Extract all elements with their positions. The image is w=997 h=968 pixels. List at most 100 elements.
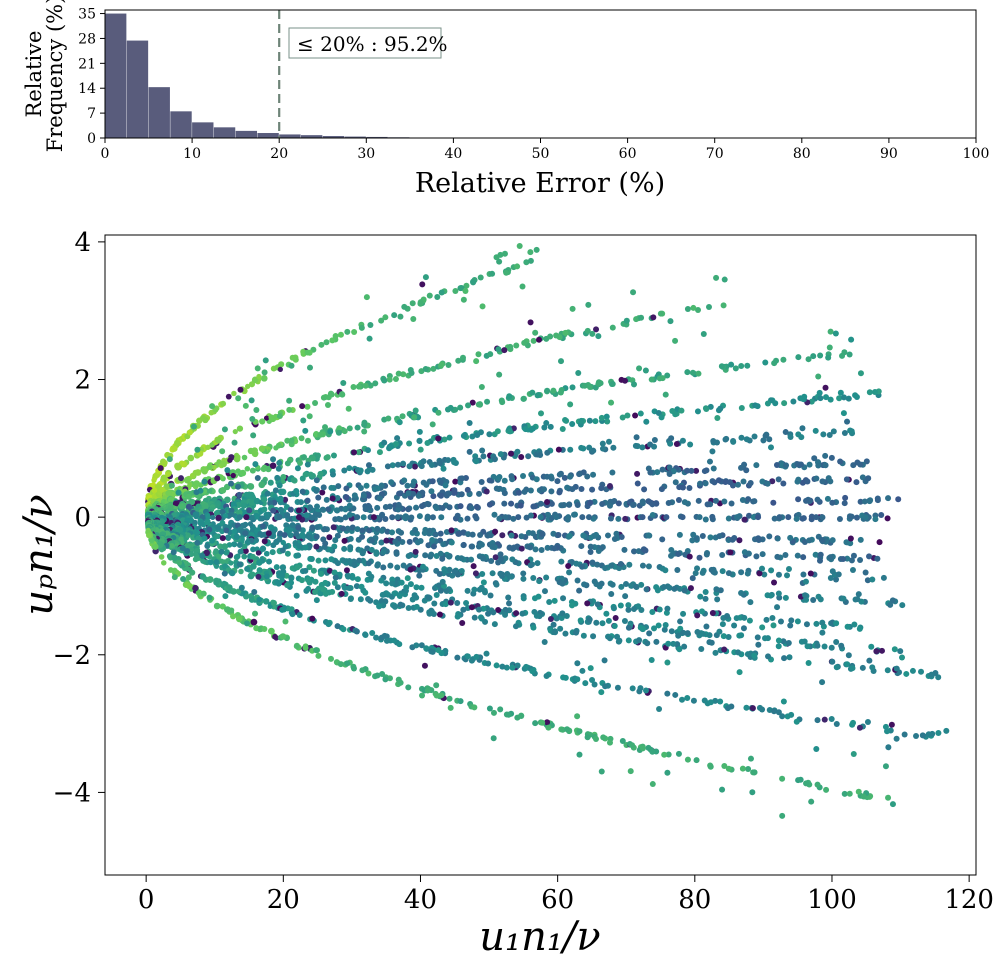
scatter-point: [747, 599, 754, 606]
scatter-point: [313, 477, 320, 484]
scatter-point: [501, 347, 508, 354]
scatter-point: [854, 596, 861, 603]
scatter-point: [242, 547, 249, 555]
scatter-point: [489, 270, 496, 277]
scatter-point: [840, 556, 847, 563]
scatter-point: [459, 619, 466, 626]
scatter-point: [365, 670, 372, 677]
scatter-point: [684, 756, 691, 763]
scatter-point: [532, 720, 539, 727]
scatter-y-tick-label: −2: [53, 641, 91, 671]
scatter-point: [595, 333, 602, 340]
scatter-point: [874, 555, 881, 562]
scatter-point: [347, 544, 354, 551]
scatter-point: [472, 570, 479, 577]
scatter-point: [180, 576, 187, 583]
scatter-point: [362, 589, 369, 596]
scatter-point: [658, 486, 665, 493]
scatter-point: [750, 514, 757, 521]
scatter-point: [299, 403, 306, 410]
scatter-point: [228, 480, 235, 487]
scatter-point: [706, 632, 713, 639]
scatter-point: [821, 716, 828, 723]
scatter-point: [538, 546, 545, 553]
scatter-point: [430, 493, 437, 500]
scatter-point: [307, 555, 314, 562]
scatter-point: [598, 485, 605, 492]
scatter-point: [446, 434, 453, 441]
scatter-point: [473, 503, 480, 510]
scatter-point: [273, 564, 280, 571]
scatter-point: [857, 498, 864, 505]
scatter-point: [392, 440, 399, 447]
scatter-point: [520, 575, 527, 582]
scatter-point: [661, 626, 668, 633]
scatter-point: [536, 578, 543, 585]
scatter-point: [779, 812, 786, 819]
scatter-point: [498, 555, 505, 562]
scatter-point: [161, 459, 168, 466]
scatter-point: [527, 257, 534, 264]
scatter-point: [221, 543, 229, 550]
scatter-point: [773, 462, 780, 469]
scatter-point: [558, 614, 565, 621]
scatter-point: [478, 541, 485, 548]
scatter-point: [690, 531, 697, 538]
scatter-point: [323, 496, 330, 503]
scatter-point: [822, 462, 829, 469]
scatter-point: [842, 494, 849, 501]
scatter-point: [855, 788, 862, 795]
scatter-point: [251, 450, 259, 457]
scatter-point: [230, 472, 236, 479]
scatter-point: [346, 585, 353, 592]
scatter-point: [417, 446, 424, 453]
scatter-point: [696, 514, 703, 521]
scatter-point: [157, 541, 164, 549]
scatter-point: [346, 502, 353, 509]
scatter-point: [499, 532, 506, 539]
scatter-point: [490, 735, 497, 742]
scatter-point: [672, 691, 679, 698]
scatter-point: [862, 514, 869, 521]
scatter-point: [248, 499, 256, 506]
scatter-point: [185, 503, 192, 510]
scatter-point: [738, 404, 745, 411]
scatter-point: [410, 490, 417, 497]
scatter-point: [717, 405, 724, 412]
scatter-point: [435, 409, 442, 416]
scatter-point: [338, 391, 345, 398]
scatter-point: [480, 555, 487, 562]
scatter-point: [569, 384, 576, 391]
scatter-point: [733, 514, 740, 521]
scatter-point: [508, 573, 515, 580]
scatter-point: [586, 417, 593, 424]
scatter-point: [704, 501, 711, 508]
scatter-point: [590, 447, 597, 454]
scatter-point: [499, 399, 506, 406]
scatter-point: [178, 503, 185, 510]
scatter-point: [433, 591, 440, 598]
scatter-point: [823, 786, 830, 793]
scatter-point: [437, 550, 444, 557]
scatter-point: [639, 745, 646, 752]
histogram-x-tick-label: 100: [963, 146, 990, 162]
scatter-point: [840, 410, 847, 417]
scatter-point: [418, 463, 425, 470]
scatter-point: [380, 564, 387, 571]
scatter-point: [221, 570, 228, 577]
scatter-point: [280, 488, 287, 496]
scatter-point: [776, 514, 783, 521]
scatter-point: [546, 599, 553, 606]
scatter-point: [261, 369, 268, 376]
scatter-point: [376, 449, 383, 456]
scatter-point: [740, 478, 747, 485]
scatter-point: [827, 328, 834, 335]
scatter-point: [447, 599, 454, 606]
scatter-point: [550, 621, 557, 628]
scatter-point: [261, 464, 268, 471]
scatter-point: [859, 664, 866, 671]
scatter-point: [647, 441, 654, 448]
scatter-point: [440, 465, 447, 472]
scatter-point: [632, 442, 639, 449]
scatter-point: [185, 574, 192, 581]
